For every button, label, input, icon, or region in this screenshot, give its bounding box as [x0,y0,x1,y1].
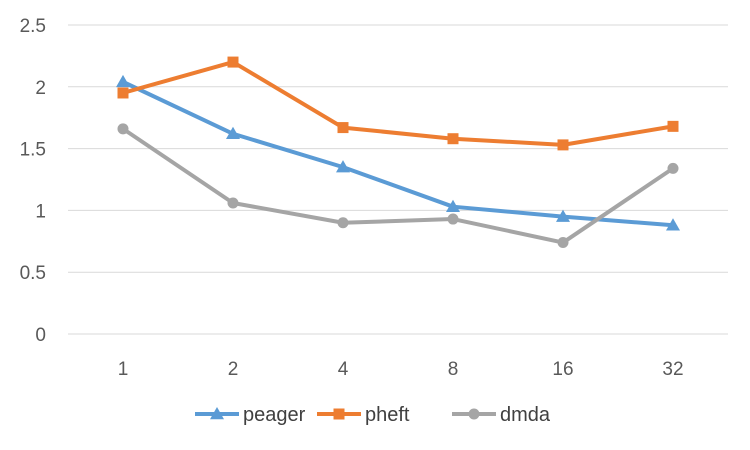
data-point-peager [336,160,350,173]
legend-marker [210,407,224,420]
y-tick-label: 1.5 [20,140,46,161]
series-lines [116,56,680,249]
x-tick-label: 32 [662,359,683,380]
legend-item-peager: peager [195,404,306,426]
series-pheft [117,56,679,151]
data-point-pheft [557,139,569,151]
data-point-dmda [557,237,569,249]
x-tick-label: 8 [448,359,459,380]
y-axis-ticks: 0 0.5 1 1.5 2 2.5 [20,16,46,346]
data-point-dmda [117,123,129,135]
data-point-pheft [227,56,239,68]
data-point-peager [666,218,680,231]
y-tick-label: 1 [35,201,46,222]
data-point-peager [226,126,240,140]
series-peager [116,74,680,231]
data-point-dmda [667,162,679,174]
legend-marker [468,408,480,420]
x-axis-ticks: 1 2 4 8 16 32 [118,359,684,380]
x-tick-label: 2 [228,359,239,380]
legend-label: pheft [365,404,410,426]
x-tick-label: 1 [118,359,129,380]
data-point-dmda [447,213,459,225]
y-tick-label: 0.5 [20,263,46,284]
gridlines [68,24,728,335]
legend-label: dmda [500,404,551,426]
legend-marker [333,408,345,420]
legend-label: peager [243,404,306,426]
y-tick-label: 0 [35,325,46,346]
y-tick-label: 2 [35,78,46,99]
data-point-pheft [447,133,459,145]
series-dmda [117,123,679,249]
x-tick-label: 4 [338,359,349,380]
data-point-peager [116,74,130,88]
data-point-peager [446,199,460,212]
data-point-dmda [337,217,349,229]
data-point-dmda [227,197,239,209]
data-point-pheft [117,87,129,99]
y-tick-label: 2.5 [20,16,46,37]
data-point-peager [556,209,570,222]
series-line-peager [121,79,675,228]
series-line-dmda [121,126,675,245]
legend-item-pheft: pheft [317,404,410,426]
series-line-pheft [121,60,675,147]
legend: peager pheft dmda [195,404,551,426]
legend-item-dmda: dmda [452,404,551,426]
x-tick-label: 16 [552,359,573,380]
data-point-pheft [667,120,679,132]
data-point-pheft [337,122,349,134]
